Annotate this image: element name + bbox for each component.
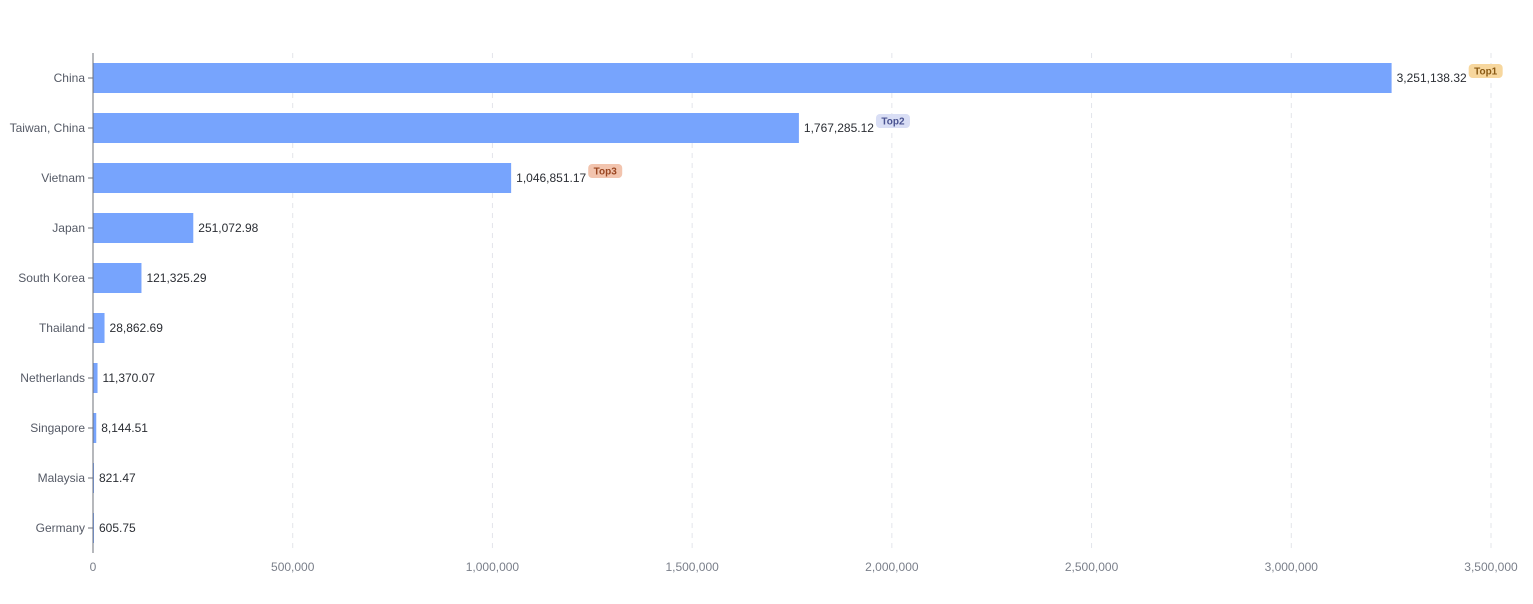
category-label: Malaysia <box>38 471 86 485</box>
bar <box>93 263 142 293</box>
bars <box>93 63 1392 543</box>
x-tick-label: 500,000 <box>271 560 315 574</box>
category-label: Taiwan, China <box>10 121 86 135</box>
rank-badge-text: Top3 <box>594 167 618 178</box>
bar <box>93 213 194 243</box>
value-label: 1,767,285.12 <box>804 121 874 135</box>
bar <box>93 163 512 193</box>
x-tick-label: 2,500,000 <box>1065 560 1119 574</box>
category-label: Netherlands <box>20 371 85 385</box>
value-label: 121,325.29 <box>146 271 206 285</box>
value-label: 1,046,851.17 <box>516 171 586 185</box>
rank-badge-text: Top2 <box>881 117 905 128</box>
category-label: Japan <box>52 221 85 235</box>
value-label: 11,370.07 <box>103 371 156 385</box>
bar <box>93 313 105 343</box>
x-tick-label: 1,000,000 <box>466 560 520 574</box>
category-label: Thailand <box>39 321 85 335</box>
rank-badge <box>875 114 910 128</box>
axes <box>88 53 94 553</box>
x-tick-label: 3,000,000 <box>1265 560 1319 574</box>
value-label: 8,144.51 <box>101 421 148 435</box>
value-label: 605.75 <box>99 521 136 535</box>
x-tick-label: 1,500,000 <box>665 560 719 574</box>
category-label: Singapore <box>30 421 85 435</box>
value-label: 3,251,138.32 <box>1397 71 1467 85</box>
category-label: South Korea <box>18 271 85 285</box>
bar <box>93 113 799 143</box>
x-tick-label: 0 <box>90 560 97 574</box>
rank-badge-text: Top1 <box>1474 67 1498 78</box>
x-tick-label: 3,500,000 <box>1464 560 1518 574</box>
value-label: 821.47 <box>99 471 136 485</box>
category-label: China <box>54 71 86 85</box>
value-label: 28,862.69 <box>110 321 164 335</box>
bar <box>93 413 97 443</box>
rank-badge <box>1468 64 1503 78</box>
rank-badge <box>588 164 623 178</box>
category-label: Vietnam <box>41 171 85 185</box>
value-label: 251,072.98 <box>198 221 258 235</box>
labels: 0 500,000 1,000,000 1,500,000 2,000,000 2,500… <box>10 64 1518 574</box>
bar <box>93 363 98 393</box>
x-tick-label: 2,000,000 <box>865 560 919 574</box>
bar <box>93 63 1392 93</box>
category-label: Germany <box>36 521 85 535</box>
